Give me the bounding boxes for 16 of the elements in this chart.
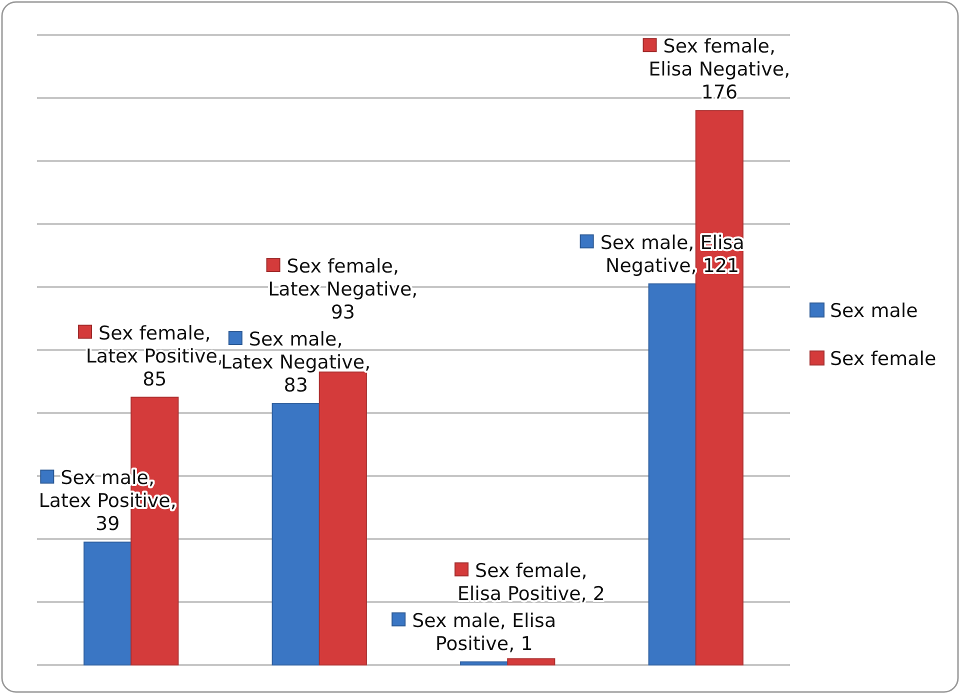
bar — [507, 658, 556, 666]
data-label: Sex female, Elisa Negative, 176 — [648, 36, 790, 104]
data-label: Sex female, Latex Negative, 93 — [268, 256, 418, 324]
data-label: Sex male, Elisa Positive, 1 — [412, 610, 556, 655]
bar — [84, 542, 132, 666]
legend-label: Sex male — [830, 300, 918, 322]
bar — [272, 403, 320, 666]
bar — [648, 283, 696, 666]
bar — [318, 372, 367, 666]
data-label: Sex female, Elisa Positive, 2 — [457, 560, 605, 605]
legend-label: Sex female — [830, 348, 936, 370]
bar — [460, 661, 508, 666]
data-label: Sex male, Latex Negative, 83 — [221, 328, 371, 397]
data-label: Sex female, Latex Positive, 85 — [86, 322, 224, 390]
bar — [695, 110, 744, 666]
data-label: Sex male, Elisa Negative, 121 — [600, 232, 744, 277]
